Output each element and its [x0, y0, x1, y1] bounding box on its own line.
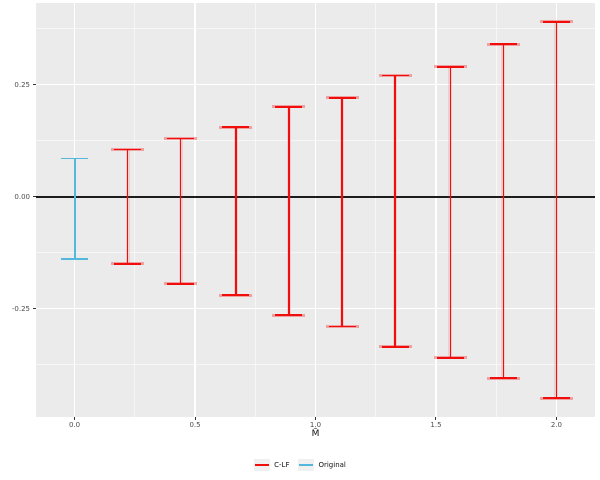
zero-reference-line	[36, 195, 595, 198]
errorbar-c-lf-line	[126, 149, 129, 264]
y-major-gridline	[36, 83, 595, 86]
legend-entry-original: Original	[298, 459, 346, 471]
x-tick-label: 0.5	[189, 421, 201, 429]
x-tick-label: 1.5	[430, 421, 442, 429]
errorbar-c-lf-cap-top	[222, 126, 250, 128]
errorbar-c-lf-line	[394, 75, 396, 347]
x-tick-mark	[555, 417, 557, 420]
x-minor-gridline	[495, 3, 497, 417]
x-minor-gridline	[254, 3, 256, 417]
plot-panel	[36, 3, 595, 417]
y-tick-mark	[33, 84, 36, 86]
x-tick-label: 1.0	[309, 421, 322, 429]
y-tick-label: 0.00	[14, 192, 30, 201]
errorbar-c-lf-line	[449, 66, 452, 358]
errorbar-c-lf-line	[502, 44, 505, 379]
x-tick-label: 2.0	[550, 421, 563, 429]
errorbar-c-lf-cap-top	[542, 21, 570, 23]
x-major-gridline	[435, 3, 437, 417]
y-tick-label: 0.25	[14, 80, 30, 89]
legend-label: Original	[318, 461, 346, 469]
x-tick-mark	[74, 417, 76, 420]
x-tick-mark	[435, 417, 437, 420]
errorbar-c-lf-cap-top	[167, 137, 195, 140]
errorbar-c-lf-cap-top	[436, 65, 464, 68]
errorbar-c-lf-line	[555, 21, 558, 399]
legend-label: C-LF	[274, 461, 290, 469]
errorbar-c-lf-cap-bottom	[381, 345, 409, 348]
legend-key-swatch	[298, 459, 315, 471]
errorbar-c-lf-line	[288, 106, 290, 316]
x-major-gridline	[194, 3, 196, 417]
errorbar-c-lf-cap-bottom	[222, 294, 250, 297]
errorbar-c-lf-cap-bottom	[167, 283, 195, 285]
errorbar-c-lf-cap-top	[328, 97, 356, 99]
x-minor-gridline	[134, 3, 136, 417]
errorbar-c-lf-cap-bottom	[542, 397, 570, 400]
x-minor-gridline	[375, 3, 377, 417]
x-tick-label: 0.0	[68, 421, 81, 429]
errorbar-c-lf-line	[235, 127, 237, 296]
legend: C-LF Original	[0, 455, 600, 475]
errorbar-c-lf-cap-top	[381, 74, 409, 77]
x-tick-mark	[194, 417, 196, 420]
legend-entry-c-lf: C-LF	[254, 459, 289, 471]
legend-key-line	[299, 464, 314, 466]
errorbar-c-lf-line	[179, 138, 182, 284]
errorbar-c-lf-cap-bottom	[489, 377, 517, 379]
errorbar-original-cap-bottom	[61, 258, 89, 261]
y-tick-mark	[33, 196, 36, 198]
errorbar-c-lf-cap-top	[114, 148, 142, 151]
y-major-gridline	[36, 307, 595, 310]
errorbar-c-lf-cap-bottom	[436, 357, 464, 359]
errorbar-c-lf-cap-bottom	[328, 325, 356, 328]
errorbar-c-lf-cap-bottom	[114, 262, 142, 265]
errorbar-c-lf-cap-bottom	[275, 314, 303, 317]
errorbar-original-line	[73, 158, 76, 260]
x-axis-title: M̄	[311, 429, 320, 439]
x-tick-mark	[315, 417, 316, 420]
y-tick-label: -0.25	[11, 304, 30, 313]
errorbar-c-lf-cap-top	[275, 106, 303, 108]
y-tick-mark	[33, 308, 36, 310]
legend-key-swatch	[254, 459, 271, 471]
errorbar-c-lf-line	[341, 97, 343, 327]
errorbar-c-lf-cap-top	[489, 43, 517, 46]
errorbar-original-cap-top	[61, 157, 89, 160]
x-major-gridline	[314, 3, 317, 417]
legend-key-line	[255, 464, 270, 466]
